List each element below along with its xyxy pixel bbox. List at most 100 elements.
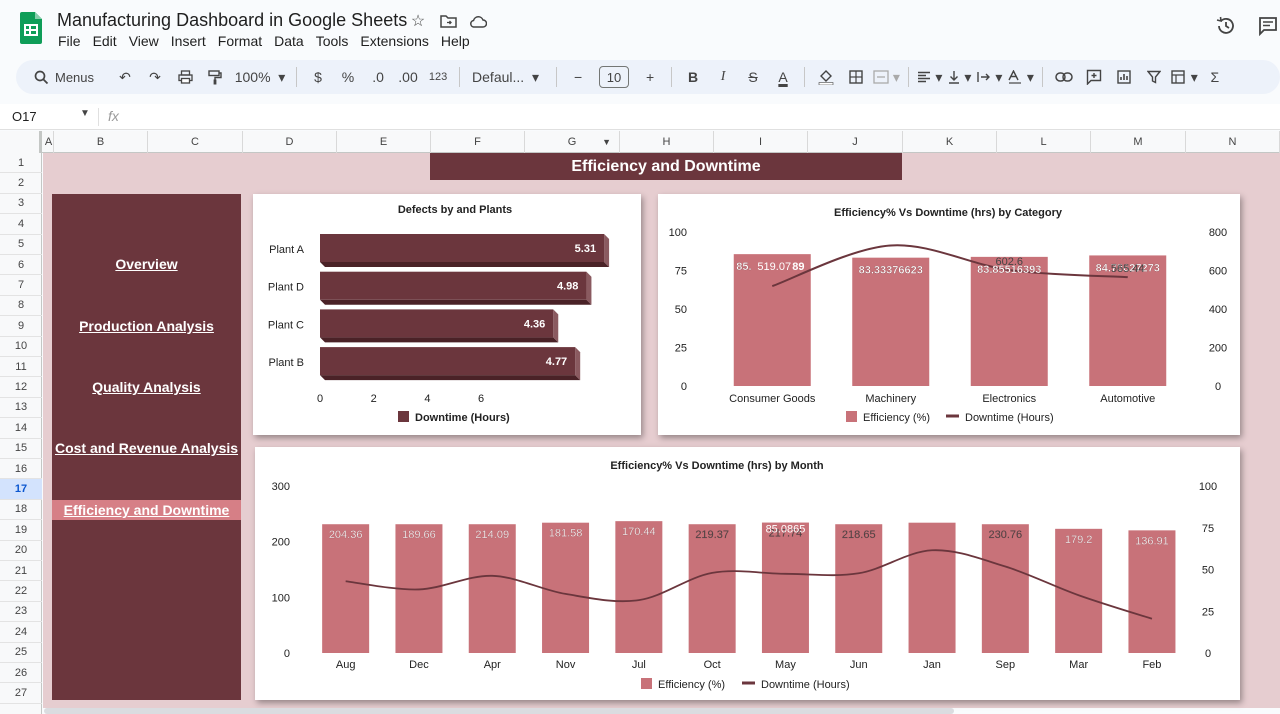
- star-icon[interactable]: ☆: [410, 13, 426, 30]
- print-icon[interactable]: [172, 64, 198, 90]
- efficiency-by-category-chart[interactable]: Efficiency% Vs Downtime (hrs) by Categor…: [658, 194, 1240, 435]
- comments-icon[interactable]: [1256, 14, 1280, 38]
- filter-icon[interactable]: [1141, 64, 1167, 90]
- menu-help[interactable]: Help: [440, 33, 470, 49]
- select-all-corner[interactable]: [0, 131, 42, 153]
- font-size-increase-icon[interactable]: +: [645, 69, 655, 85]
- menu-data[interactable]: Data: [274, 33, 304, 49]
- menu-insert[interactable]: Insert: [170, 33, 206, 49]
- column-header-f[interactable]: F: [431, 131, 525, 153]
- column-header-d[interactable]: D: [243, 131, 337, 153]
- row-header-14[interactable]: 14: [0, 418, 42, 439]
- row-header-9[interactable]: 9: [0, 316, 42, 337]
- row-header-23[interactable]: 23: [0, 602, 42, 623]
- increase-decimal-button[interactable]: .00: [398, 69, 418, 85]
- menu-view[interactable]: View: [128, 33, 159, 49]
- row-header-20[interactable]: 20: [0, 541, 42, 561]
- nav-cost-revenue-analysis[interactable]: Cost and Revenue Analysis: [54, 440, 239, 456]
- row-header-17[interactable]: 17: [0, 479, 42, 500]
- text-color-icon[interactable]: A: [778, 69, 788, 85]
- row-header-18[interactable]: 18: [0, 500, 42, 521]
- row-header-22[interactable]: 22: [0, 581, 42, 602]
- merge-cells-icon[interactable]: ▾: [873, 64, 900, 90]
- column-header-c[interactable]: C: [148, 131, 243, 153]
- italic-icon[interactable]: I: [720, 69, 726, 84]
- font-size-decrease-icon[interactable]: −: [573, 69, 583, 85]
- insert-comment-icon[interactable]: [1081, 64, 1107, 90]
- sheets-logo-icon[interactable]: [20, 12, 42, 44]
- row-header-3[interactable]: 3: [0, 194, 42, 215]
- column-header-g[interactable]: G ▼: [525, 131, 620, 153]
- column-header-m[interactable]: M: [1091, 131, 1186, 153]
- insert-link-icon[interactable]: [1051, 64, 1077, 90]
- horizontal-align-icon[interactable]: ▾: [917, 64, 943, 90]
- row-header-10[interactable]: 10: [0, 337, 42, 357]
- font-size-input[interactable]: 10: [599, 66, 630, 88]
- row-header-1[interactable]: 1: [0, 153, 42, 174]
- column-header-i[interactable]: I: [714, 131, 808, 153]
- nav-quality-analysis[interactable]: Quality Analysis: [92, 379, 201, 395]
- nav-production-analysis[interactable]: Production Analysis: [79, 318, 214, 334]
- row-header-27[interactable]: 27: [0, 683, 42, 704]
- row-header-13[interactable]: 13: [0, 398, 42, 419]
- efficiency-by-month-chart[interactable]: Efficiency% Vs Downtime (hrs) by Month 0 1…: [255, 447, 1240, 700]
- row-header-5[interactable]: 5: [0, 235, 42, 255]
- row-header-11[interactable]: 11: [0, 357, 42, 378]
- borders-icon[interactable]: [843, 64, 869, 90]
- menu-edit[interactable]: Edit: [92, 33, 117, 49]
- menu-tools[interactable]: Tools: [315, 33, 349, 49]
- column-header-k[interactable]: K: [903, 131, 997, 153]
- row-header-16[interactable]: 16: [0, 459, 42, 480]
- row-header-6[interactable]: 6: [0, 255, 42, 276]
- row-header-7[interactable]: 7: [0, 275, 42, 296]
- text-wrapping-icon[interactable]: ▾: [977, 64, 1003, 90]
- horizontal-scrollbar[interactable]: [44, 708, 954, 714]
- decrease-decimal-button[interactable]: .0: [372, 69, 384, 85]
- row-header-25[interactable]: 25: [0, 643, 42, 663]
- row-header-21[interactable]: 21: [0, 561, 42, 582]
- fill-color-icon[interactable]: [813, 64, 839, 90]
- row-header-24[interactable]: 24: [0, 622, 42, 643]
- redo-icon[interactable]: ↷: [149, 68, 161, 85]
- row-header-8[interactable]: 8: [0, 296, 42, 317]
- column-header-j[interactable]: J: [808, 131, 903, 153]
- row-header-4[interactable]: 4: [0, 214, 42, 235]
- nav-overview[interactable]: Overview: [115, 256, 178, 272]
- row-header-12[interactable]: 12: [0, 377, 42, 398]
- column-header-l[interactable]: L: [997, 131, 1091, 153]
- vertical-align-icon[interactable]: ▾: [947, 64, 973, 90]
- nav-efficiency-downtime[interactable]: Efficiency and Downtime: [52, 500, 241, 520]
- row-header-19[interactable]: 19: [0, 520, 42, 541]
- functions-icon[interactable]: Σ: [1210, 69, 1220, 85]
- menu-format[interactable]: Format: [217, 33, 263, 49]
- menu-file[interactable]: File: [58, 33, 81, 49]
- bold-icon[interactable]: B: [687, 69, 699, 85]
- paint-format-icon[interactable]: [202, 64, 228, 90]
- version-history-icon[interactable]: [1214, 14, 1238, 38]
- row-header-15[interactable]: 15: [0, 439, 42, 459]
- font-select[interactable]: Defaul... ▾: [472, 68, 539, 86]
- row-header-2[interactable]: 2: [0, 173, 42, 194]
- column-header-a[interactable]: A: [44, 131, 54, 153]
- cloud-status-icon[interactable]: [468, 11, 488, 31]
- undo-icon[interactable]: ↶: [119, 68, 131, 85]
- filter-views-icon[interactable]: ▾: [1171, 64, 1198, 90]
- zoom-select[interactable]: 100% ▾: [234, 68, 286, 86]
- number-format-button[interactable]: 123: [428, 71, 448, 83]
- insert-chart-icon[interactable]: [1111, 64, 1137, 90]
- currency-format-button[interactable]: $: [314, 69, 322, 85]
- column-header-b[interactable]: B: [54, 131, 148, 153]
- strikethrough-icon[interactable]: S: [748, 69, 758, 85]
- column-header-e[interactable]: E: [337, 131, 431, 153]
- move-folder-icon[interactable]: [438, 11, 458, 31]
- document-title[interactable]: Manufacturing Dashboard in Google Sheets: [57, 10, 408, 30]
- text-rotation-icon[interactable]: ▾: [1007, 64, 1034, 90]
- defects-by-plant-chart[interactable]: Defects by and Plants 5.31 Plant A 4.98 Plan…: [253, 194, 641, 435]
- row-header-26[interactable]: 26: [0, 663, 42, 684]
- menu-extensions[interactable]: Extensions: [360, 33, 429, 49]
- name-box[interactable]: O17: [12, 109, 37, 124]
- percent-format-button[interactable]: %: [341, 69, 355, 85]
- menus-search[interactable]: Menus: [24, 64, 104, 90]
- column-header-n[interactable]: N: [1186, 131, 1280, 153]
- chevron-down-icon[interactable]: ▼: [80, 108, 90, 119]
